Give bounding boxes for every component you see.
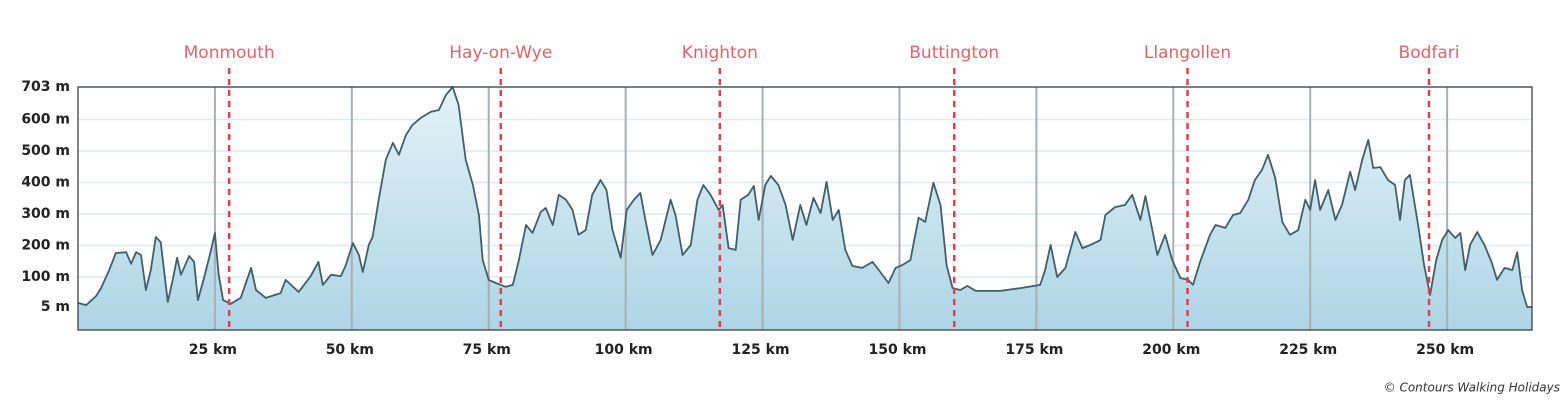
- x-tick-label: 200 km: [1142, 342, 1200, 358]
- town-label: Hay-on-Wye: [449, 43, 552, 63]
- town-label: Bodfari: [1399, 43, 1460, 63]
- y-tick-label: 400 m: [21, 174, 70, 190]
- town-label: Llangollen: [1144, 43, 1231, 63]
- y-tick-label: 5 m: [41, 299, 70, 315]
- y-tick-label: 200 m: [21, 238, 70, 254]
- x-tick-label: 50 km: [326, 342, 374, 358]
- elevation-line: [77, 86, 1532, 308]
- x-tick-label: 250 km: [1416, 342, 1474, 358]
- area-fill: [78, 87, 1532, 330]
- town-label: Knighton: [682, 43, 758, 63]
- x-tick-label: 175 km: [1005, 342, 1063, 358]
- x-tick-label: 225 km: [1279, 342, 1337, 358]
- x-tick-label: 125 km: [732, 342, 790, 358]
- x-tick-label: 25 km: [189, 342, 237, 358]
- y-tick-label: 100 m: [21, 269, 70, 285]
- x-tick-label: 75 km: [463, 342, 511, 358]
- y-tick-label: 500 m: [21, 143, 70, 159]
- y-tick-label: 300 m: [21, 206, 70, 222]
- plot-frame: [77, 86, 1533, 331]
- x-tick-label: 100 km: [595, 342, 653, 358]
- x-tick-label: 150 km: [868, 342, 926, 358]
- y-tick-label: 600 m: [21, 111, 70, 127]
- y-tick-label: 703 m: [21, 79, 70, 95]
- credit: © Contours Walking Holidays: [1384, 381, 1560, 395]
- town-label: Monmouth: [184, 43, 275, 63]
- town-label: Buttington: [909, 43, 999, 63]
